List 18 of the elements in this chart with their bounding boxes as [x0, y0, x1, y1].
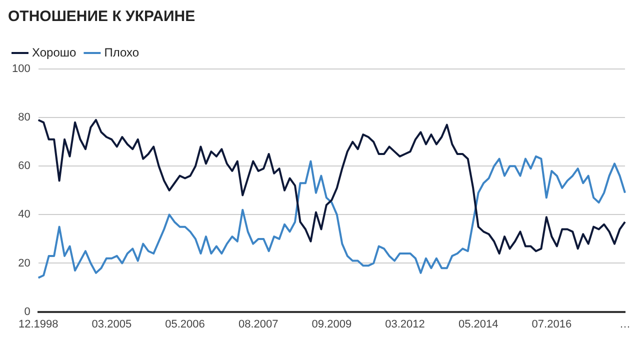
- y-tick-label: 20: [18, 257, 30, 270]
- y-tick-label: 60: [18, 160, 30, 172]
- x-tick-label: 05.2014: [458, 318, 498, 330]
- y-tick-label: 40: [18, 208, 30, 221]
- legend-label: Хорошо: [32, 45, 77, 60]
- x-tick-label: …: [620, 318, 630, 330]
- legend-label: Плохо: [104, 45, 140, 60]
- y-tick-label: 100: [12, 63, 30, 76]
- x-tick-label: 08.2007: [238, 318, 278, 330]
- x-tick-label: 03.2012: [385, 318, 425, 330]
- x-tick-label: 12.1998: [18, 318, 58, 330]
- x-tick-label: 09.2009: [312, 318, 352, 330]
- chart-title: ОТНОШЕНИЕ К УКРАИНЕ: [8, 8, 196, 25]
- y-tick-label: 80: [18, 112, 30, 124]
- x-tick-label: 03.2005: [92, 318, 132, 330]
- x-tick-label: 05.2006: [165, 318, 205, 330]
- x-tick-label: 07.2016: [532, 318, 572, 330]
- y-tick-label: 0: [24, 306, 30, 318]
